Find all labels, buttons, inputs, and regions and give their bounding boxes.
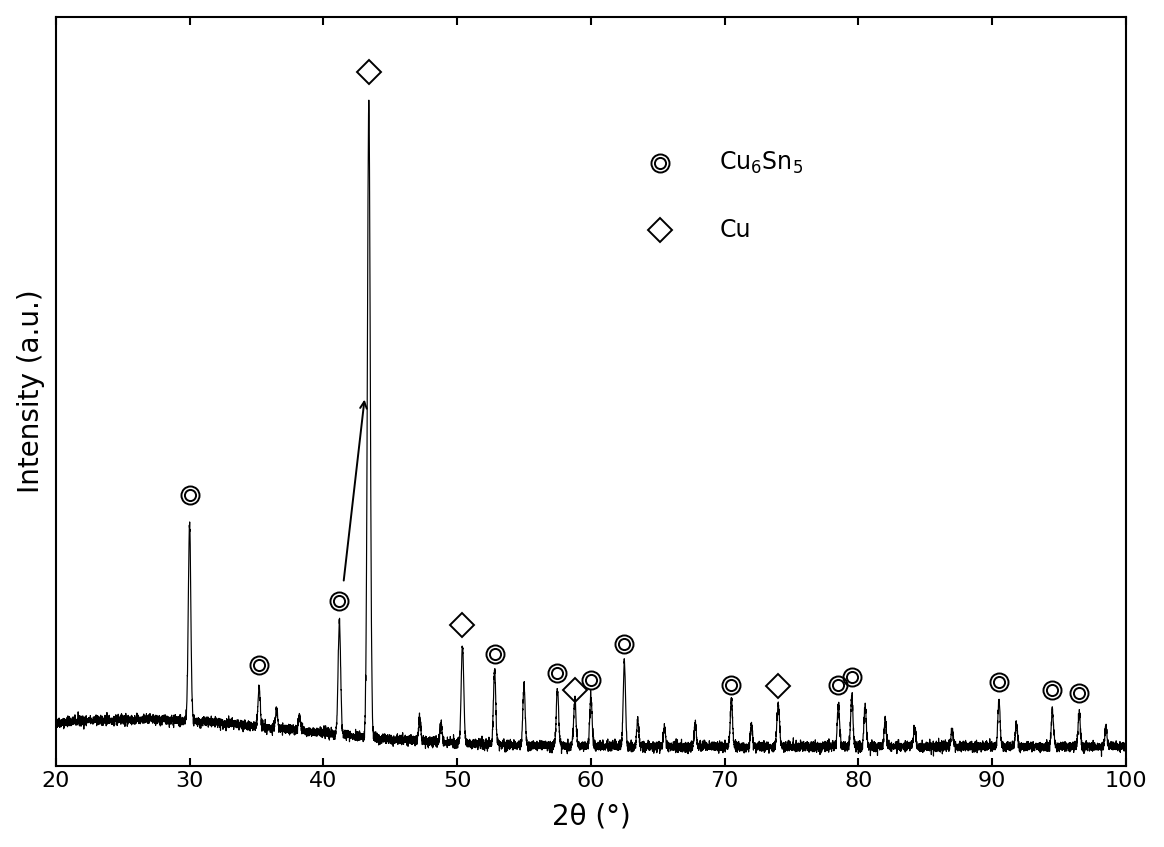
Text: Cu$_6$Sn$_5$: Cu$_6$Sn$_5$ [719,150,803,176]
X-axis label: 2θ (°): 2θ (°) [552,802,630,830]
Y-axis label: Intensity (a.u.): Intensity (a.u.) [16,290,44,493]
Text: Cu: Cu [719,219,751,242]
